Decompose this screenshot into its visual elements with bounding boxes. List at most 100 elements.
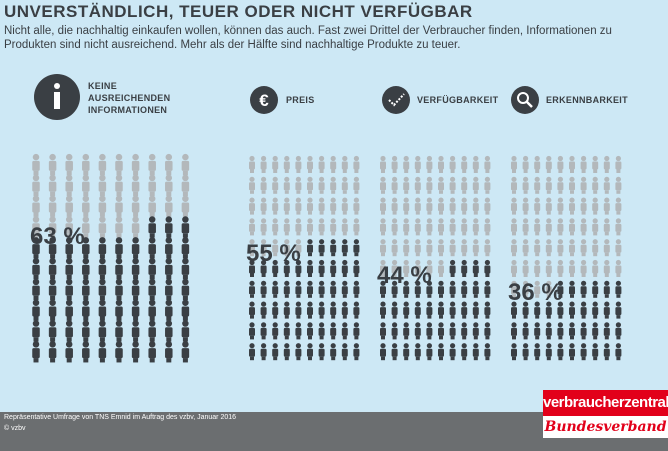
person-body <box>98 223 107 234</box>
person <box>165 341 173 363</box>
person-legs <box>392 315 397 319</box>
person-legs <box>66 254 72 259</box>
person-head <box>182 299 189 306</box>
person <box>181 237 190 259</box>
person <box>403 343 410 361</box>
person-body <box>522 286 529 295</box>
person-body <box>414 348 421 357</box>
person-head <box>392 155 398 162</box>
person <box>603 218 610 236</box>
person <box>341 301 348 319</box>
person <box>131 299 140 321</box>
person-body <box>449 327 456 336</box>
person <box>181 174 190 197</box>
person-legs <box>558 211 563 215</box>
person-head <box>592 259 598 266</box>
person-legs <box>415 252 420 257</box>
person-legs <box>83 358 89 363</box>
person-body <box>272 244 279 253</box>
person-legs <box>133 316 139 321</box>
person-head <box>330 197 336 203</box>
person-head <box>546 301 552 307</box>
person <box>318 301 325 319</box>
person-legs <box>354 252 359 257</box>
person-head <box>115 299 123 306</box>
svg-text:€: € <box>259 91 269 110</box>
person-body <box>32 223 40 234</box>
person-body <box>82 348 90 359</box>
person-legs <box>133 254 139 259</box>
person-head <box>511 322 517 328</box>
person-legs <box>485 169 490 173</box>
person-head <box>353 197 359 203</box>
person-legs <box>342 356 347 361</box>
person-head <box>415 176 421 182</box>
person <box>353 239 360 257</box>
person-body <box>283 307 290 316</box>
person <box>484 322 491 340</box>
person-body <box>557 327 564 336</box>
person-head <box>49 216 56 223</box>
person <box>341 197 348 215</box>
person-body <box>534 244 541 253</box>
person-head <box>592 176 598 182</box>
person <box>545 155 552 173</box>
person-head <box>319 176 325 182</box>
person-head <box>49 195 56 202</box>
person-head <box>319 218 325 224</box>
person-legs <box>116 358 122 363</box>
person-body <box>592 327 599 336</box>
person-legs <box>593 190 598 194</box>
person <box>82 257 90 280</box>
person-legs <box>99 274 105 280</box>
person-legs <box>319 190 324 194</box>
person <box>403 239 410 257</box>
person-head <box>511 259 517 266</box>
person-legs <box>133 170 139 176</box>
person-body <box>438 244 444 253</box>
person <box>403 218 410 236</box>
person-body <box>353 327 360 336</box>
person-head <box>261 301 267 307</box>
person-body <box>307 182 313 191</box>
person-head <box>115 237 123 244</box>
person-head <box>165 195 173 202</box>
person-legs <box>462 273 467 277</box>
person <box>165 320 173 342</box>
person-head <box>523 176 529 182</box>
person-head <box>615 259 622 266</box>
person-head <box>615 280 622 286</box>
person-head <box>182 153 189 161</box>
person-head <box>426 301 432 307</box>
person-body <box>82 244 90 255</box>
person-legs <box>149 337 155 342</box>
person-head <box>165 237 173 244</box>
person-body <box>330 286 337 295</box>
person-legs <box>296 294 301 298</box>
person-body <box>449 203 456 212</box>
person-head <box>82 174 90 182</box>
person <box>260 176 267 194</box>
person <box>318 343 325 361</box>
person-head <box>461 343 467 349</box>
person-legs <box>250 335 254 340</box>
person-body <box>426 286 433 295</box>
person-head <box>557 259 564 266</box>
person-legs <box>485 273 490 277</box>
person-legs <box>250 169 254 173</box>
person <box>472 155 479 173</box>
person <box>438 239 444 257</box>
person-legs <box>427 294 432 298</box>
person-body <box>472 223 479 232</box>
person-body <box>65 327 73 338</box>
person-head <box>330 259 336 266</box>
person-body <box>403 327 410 336</box>
person-head <box>604 259 610 266</box>
person-head <box>511 218 517 224</box>
person <box>272 343 279 361</box>
person-head <box>353 218 359 224</box>
person <box>131 237 140 259</box>
person-body <box>98 264 107 275</box>
person-body <box>414 161 421 170</box>
person-legs <box>149 191 155 197</box>
